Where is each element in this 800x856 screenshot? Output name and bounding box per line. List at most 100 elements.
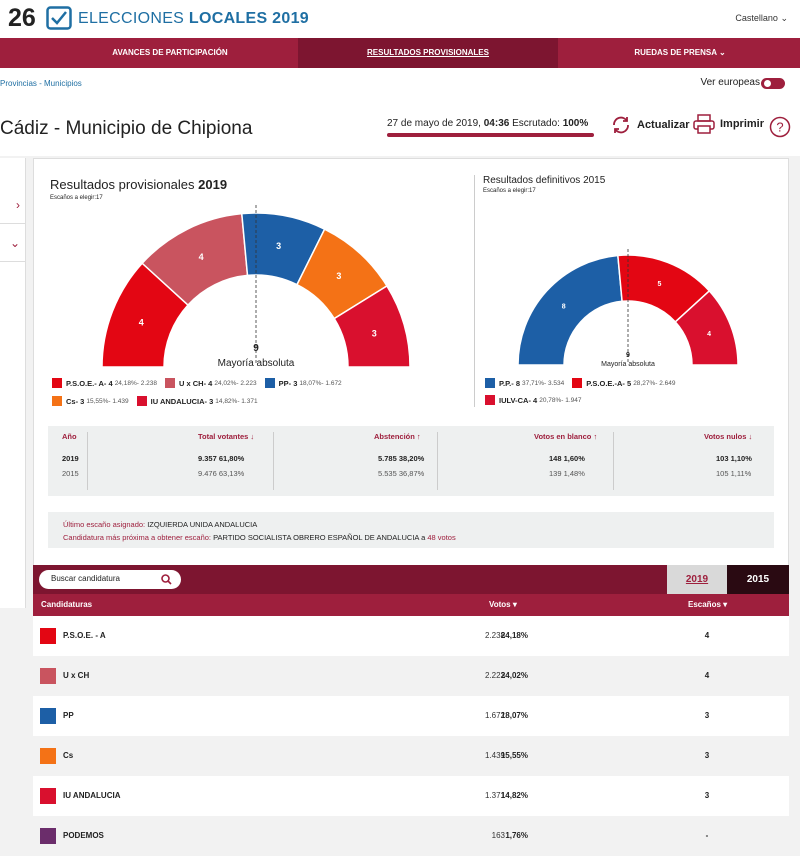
tab-2019[interactable]: 2019 (667, 565, 727, 594)
party-color (40, 748, 56, 764)
europeas-toggle[interactable] (761, 78, 785, 89)
candidates-toolbar: Buscar candidatura 2019 2015 (33, 565, 789, 594)
nav-item-ruedas[interactable]: RUEDAS DE PRENSA ⌄ (634, 48, 726, 57)
party-seats: 3 (704, 711, 710, 720)
stat-blank: 139 1,48% (549, 469, 585, 478)
chevron-down-icon[interactable]: ⌄ (0, 224, 26, 262)
hemicycle-seat-label: 4 (707, 331, 711, 338)
print-button[interactable]: Imprimir (693, 114, 764, 134)
stat-header-year[interactable]: Año (62, 432, 77, 441)
provisional-legend-row-2: Cs- 3 15,55%- 1.439 IU ANDALUCIA- 3 14,82%… (52, 396, 266, 406)
refresh-button[interactable]: Actualizar (610, 114, 690, 136)
party-votes: 1.371 (484, 791, 505, 800)
definitive-hemicycle: 8 5 4 (517, 249, 739, 366)
party-name: U x CH (63, 671, 90, 680)
party-name: IU ANDALUCIA (63, 791, 121, 800)
table-row[interactable]: Cs 1.439 15,55% 3 (33, 736, 789, 776)
participation-stats: Año Total votantes ↓ Abstención ↑ Votos … (48, 426, 774, 496)
hemicycle-segment (674, 289, 739, 366)
stat-year: 2015 (62, 469, 79, 478)
definitive-title: Resultados definitivos 2015 (483, 175, 606, 186)
svg-text:?: ? (776, 120, 783, 135)
provisional-legend-row-1: P.S.O.E.- A- 4 24,18%- 2.238 U x CH- 4 24,… (52, 378, 350, 388)
table-row[interactable]: U x CH 2.223 24,02% 4 (33, 656, 789, 696)
party-name: PP (63, 711, 74, 720)
table-row[interactable]: IU ANDALUCIA 1.371 14,82% 3 (33, 776, 789, 816)
stat-null: 105 1,11% (716, 469, 752, 478)
title-bar: Cádiz - Municipio de Chipiona 27 de mayo… (0, 98, 800, 156)
printer-icon (693, 114, 715, 134)
legend-item: P.S.O.E.-A- 5 28,27%- 2.649 (572, 378, 675, 388)
breadcrumb[interactable]: Provincias - Municipios (0, 79, 82, 88)
table-row[interactable]: PP 1.672 18,07% 3 (33, 696, 789, 736)
nav-item-resultados[interactable]: RESULTADOS PROVISIONALES (298, 38, 558, 68)
party-seats: - (705, 831, 709, 840)
stat-header-blank[interactable]: Votos en blanco ↑ (534, 432, 598, 441)
left-panel: › ⌄ (0, 158, 26, 608)
hemicycle-seat-label: 5 (657, 281, 661, 288)
party-votes: 1.672 (484, 711, 505, 720)
stat-header-voters[interactable]: Total votantes ↓ (198, 432, 255, 441)
candidates-table-header: Candidaturas Votos ▾ Escaños ▾ (33, 594, 789, 616)
provisional-hemicycle: 4 4 3 3 3 (101, 205, 411, 368)
party-pct: 1,76% (505, 831, 528, 840)
main-nav: AVANCES DE PARTICIPACIÓN RESULTADOS PROV… (0, 38, 800, 68)
party-color (40, 788, 56, 804)
table-row[interactable]: PODEMOS 163 1,76% - (33, 816, 789, 856)
stat-year: 2019 (62, 454, 79, 463)
provisional-seats-to-elect: Escaños a elegir:17 (50, 195, 103, 201)
party-seats: 3 (704, 751, 710, 760)
hemicycle-segment (333, 284, 411, 368)
definitive-majority-label: Mayoría absoluta (601, 361, 655, 368)
party-pct: 24,02% (500, 671, 528, 680)
hemicycle-seat-label: 8 (562, 304, 566, 311)
legend-item: Cs- 3 15,55%- 1.439 (52, 396, 129, 406)
legend-item: PP- 3 18,07%- 1.672 (264, 378, 342, 388)
party-seats: 4 (704, 671, 710, 680)
header-candidates: Candidaturas (41, 600, 93, 609)
sub-bar: Provincias - Municipios Ver europeas (0, 68, 800, 98)
table-row[interactable]: P.S.O.E. - A 2.238 24,18% 4 (33, 616, 789, 656)
party-pct: 24,18% (500, 631, 528, 640)
search-icon[interactable] (161, 574, 172, 585)
seat-info: Último escaño asignado: IZQUIERDA UNIDA … (48, 512, 774, 548)
check-box-icon (46, 6, 72, 30)
scrutiny-progress (387, 133, 594, 137)
tab-2015[interactable]: 2015 (727, 565, 789, 594)
chevron-right-icon[interactable]: › (0, 186, 26, 224)
header-seats[interactable]: Escaños ▾ (688, 600, 728, 609)
europeas-label: Ver europeas (700, 77, 761, 88)
search-input[interactable]: Buscar candidatura (39, 570, 181, 589)
party-votes: 2.238 (484, 631, 505, 640)
legend-item: P.S.O.E.- A- 4 24,18%- 2.238 (52, 378, 157, 388)
hemicycle-segment (517, 254, 623, 366)
stat-voters: 9.476 63,13% (198, 469, 245, 478)
party-votes: 1.439 (484, 751, 505, 760)
stat-header-abstention[interactable]: Abstención ↑ (374, 432, 421, 441)
provisional-title: Resultados provisionales 2019 (50, 177, 228, 192)
party-name: P.S.O.E. - A (63, 631, 106, 640)
header-votes[interactable]: Votos ▾ (489, 600, 517, 609)
party-color (40, 668, 56, 684)
next-seat-line: Candidatura más próxima a obtener escaño… (63, 533, 456, 542)
stat-null: 103 1,10% (716, 454, 752, 463)
section-divider (474, 175, 475, 407)
help-icon[interactable]: ? (769, 116, 791, 138)
legend-item: P.P.- 8 37,71%- 3.534 (485, 378, 564, 388)
definitive-seats-to-elect: Escaños a elegir:17 (483, 188, 536, 194)
stat-col-year (48, 432, 88, 490)
party-votes: 163 (491, 831, 505, 840)
provisional-majority-number: 9 (253, 343, 259, 354)
definitive-legend-row-1: P.P.- 8 37,71%- 3.534 P.S.O.E.-A- 5 28,27%… (485, 378, 683, 388)
logo-number: 26 (8, 4, 36, 32)
stat-col-voters (88, 432, 274, 490)
hemicycle-seat-label: 3 (276, 241, 281, 251)
nav-item-avances[interactable]: AVANCES DE PARTICIPACIÓN (112, 48, 228, 57)
party-color (40, 828, 56, 844)
stat-col-abstention (274, 432, 438, 490)
legend-item: IULV-CA- 4 20,78%- 1.947 (485, 395, 582, 405)
language-selector[interactable]: Castellano ⌄ (735, 13, 788, 23)
party-seats: 3 (704, 791, 710, 800)
stat-header-null[interactable]: Votos nulos ↓ (704, 432, 753, 441)
party-color (40, 708, 56, 724)
